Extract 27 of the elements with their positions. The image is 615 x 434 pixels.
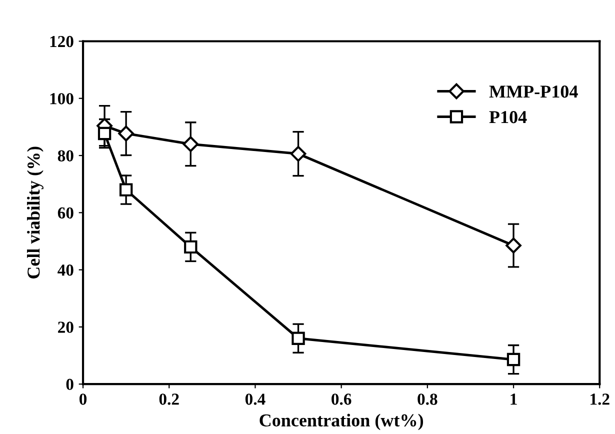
x-tick-label: 0.6 [332,394,352,405]
x-tick-label: 1 [510,394,517,405]
x-tick-label: 0 [79,394,87,405]
y-tick-label: 40 [58,264,74,276]
x-tick-label: 0.4 [245,394,266,405]
point [506,238,522,254]
x-tick-label: 0.8 [418,394,438,405]
y-axis-title: Cell viability (%) [27,146,44,278]
point [119,183,133,196]
point [98,126,112,140]
point [292,332,305,345]
y-tick-label: 60 [58,207,74,219]
point [184,240,198,254]
x-tick-label: 1.2 [590,394,610,405]
point [290,146,306,162]
y-tick-label: 100 [50,93,74,104]
point [506,352,520,366]
x-axis-title: Concentration (wt%) [260,414,424,430]
y-tick-label: 120 [50,36,74,48]
legend-label: MMP-P104 [489,86,578,98]
legend-label: P104 [489,111,527,124]
y-tick-label: 0 [66,378,74,390]
point [118,126,134,142]
x-tick-label: 0.2 [159,394,179,405]
y-tick-label: 80 [58,150,74,162]
y-tick-label: 20 [58,322,74,333]
point [182,136,199,152]
